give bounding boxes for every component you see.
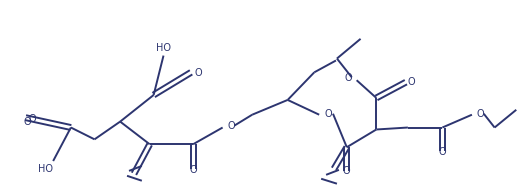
Text: O: O bbox=[477, 109, 484, 119]
Text: HO: HO bbox=[156, 43, 171, 53]
Text: HO: HO bbox=[38, 164, 53, 174]
Text: O: O bbox=[324, 109, 332, 119]
Text: O: O bbox=[343, 166, 351, 176]
Text: O: O bbox=[227, 120, 235, 131]
Text: O: O bbox=[344, 73, 352, 83]
Text: O: O bbox=[194, 68, 202, 78]
Text: O: O bbox=[438, 147, 446, 157]
Text: O: O bbox=[408, 77, 416, 87]
Text: O: O bbox=[29, 114, 36, 124]
Text: O: O bbox=[23, 117, 31, 127]
Text: O: O bbox=[189, 165, 197, 175]
